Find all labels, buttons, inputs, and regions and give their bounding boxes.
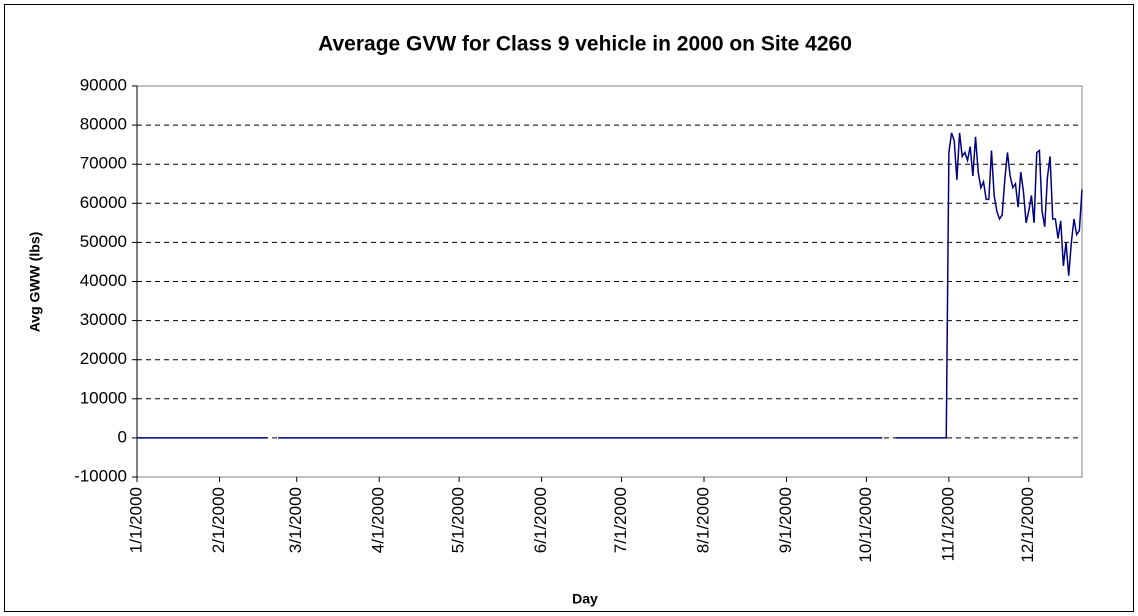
x-tick-label: 3/1/2000 [286,487,305,553]
x-tick-label: 11/1/2000 [938,487,957,561]
data-line [895,132,1083,439]
y-tick-label: 90000 [80,75,127,94]
y-tick-label: 60000 [80,193,127,212]
x-tick-label: 6/1/2000 [531,487,550,553]
y-tick-label: 10000 [80,388,127,407]
y-tick-label: 40000 [80,271,127,290]
x-tick-label: 5/1/2000 [449,487,468,553]
y-tick-label: 20000 [80,349,127,368]
y-tick-label: 0 [118,427,127,446]
x-axis-title: Day [572,591,598,607]
x-tick-label: 2/1/2000 [209,487,228,553]
x-tick-label: 10/1/2000 [856,487,875,563]
y-tick-label: 50000 [80,232,127,251]
x-tick-label: 9/1/2000 [776,487,795,553]
x-tick-label: 1/1/2000 [126,487,145,553]
chart-title: Average GVW for Class 9 vehicle in 2000 … [318,33,852,56]
y-axis-title: Avg GWW (lbs) [27,232,43,333]
y-tick-label: 30000 [80,310,127,329]
x-tick-label: 7/1/2000 [611,487,630,553]
y-tick-label: -10000 [74,466,127,485]
x-tick-label: 4/1/2000 [369,487,388,553]
y-tick-label: 80000 [80,115,127,134]
x-tick-label: 8/1/2000 [693,487,712,553]
x-tick-label: 12/1/2000 [1018,487,1037,563]
y-tick-label: 70000 [80,154,127,173]
